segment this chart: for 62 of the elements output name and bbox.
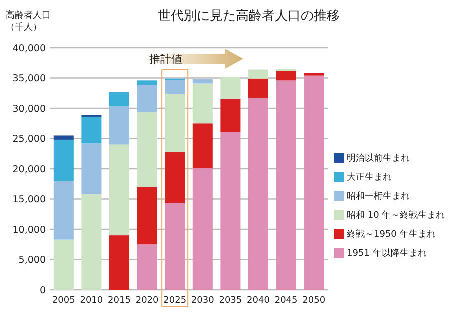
bar [165,203,186,290]
y-tick-label: 40,000 [12,43,46,54]
bar [220,132,241,290]
y-tick-label: 20,000 [12,164,46,176]
bar [109,236,130,290]
bar [304,73,324,76]
legend-label: 1951 年以降生まれ [347,248,427,260]
bar [248,70,269,79]
bar [137,187,158,245]
bar [248,78,269,98]
bar [82,144,102,194]
x-tick-label: 2010 [80,296,104,306]
bar [137,86,158,112]
x-tick-label: 2030 [191,296,215,306]
bar [54,240,74,290]
bar [82,116,102,144]
x-tick-label: 2050 [302,296,326,306]
bar [276,70,296,81]
x-tick-label: 2005 [52,296,76,306]
bar [192,168,213,290]
y-tick-label: 30,000 [12,104,46,115]
y-tick-label: 35,000 [12,74,46,85]
x-tick-label: 2045 [274,296,298,306]
legend-label: 昭和 10 年～終戦生まれ [347,210,446,222]
x-tick-label: 2015 [108,296,131,306]
bar [54,181,74,240]
bar [192,79,213,84]
y-tick-label: 10,000 [12,224,46,236]
x-tick-label: 2020 [136,296,160,306]
annotation: 推計値 [149,52,182,66]
bar [137,112,158,188]
bar [165,94,186,152]
bar [248,98,269,290]
bar [54,136,74,140]
legend-label: 昭和一桁生まれ [347,191,410,202]
bar [165,152,186,204]
y-tick-label: 5,000 [18,255,46,266]
bar [192,84,213,124]
y-tick-label: 0 [40,285,46,296]
y-tick-label: 15,000 [12,194,46,206]
y-axis-title: 高齢者人口（千人） [6,10,51,33]
bar [220,99,241,132]
bar [54,140,74,182]
bar [276,80,296,290]
bar [192,124,213,168]
legend-label: 終戦～1950 年生まれ [346,229,436,240]
bar [82,194,102,290]
bar [109,92,130,106]
bar [109,106,130,145]
y-tick-label: 25,000 [12,134,46,146]
x-tick-label: 2025 [164,296,187,306]
bar [165,80,186,94]
bar [220,77,241,100]
x-tick-label: 2040 [247,296,270,306]
x-tick-label: 2035 [219,296,242,306]
chart-title: 世代別に見た高齢者人口の推移 [158,8,340,24]
legend-label: 明治以前生まれ [347,153,410,164]
legend-label: 大正生まれ [347,172,392,184]
bar [137,80,158,86]
bar [109,144,130,236]
bar [137,244,158,290]
bar [304,76,324,290]
